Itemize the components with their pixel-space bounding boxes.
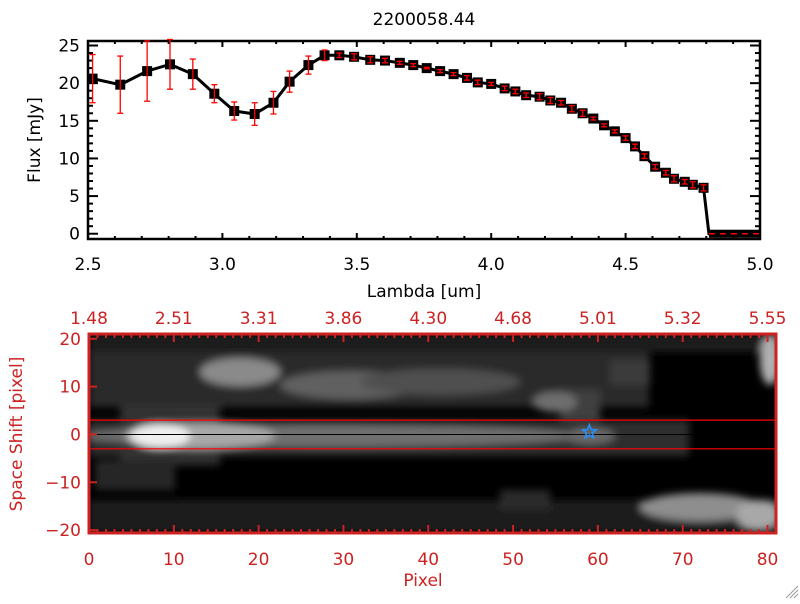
x-tick-label: 70 <box>672 550 694 570</box>
spectral-image-plot: 0 10 20 30 40 50 60 70 80 1.48 2.51 3.31 3.86 4.30 4.6… <box>45 309 786 570</box>
x-tick-label: 50 <box>502 550 524 570</box>
plot-frame <box>86 39 762 241</box>
y-tick-label: 10 <box>59 378 81 398</box>
image-y-axis-label: Space Shift [pixel] <box>7 357 27 512</box>
image-emission <box>89 334 776 533</box>
x-tick-label: 20 <box>248 550 270 570</box>
y-tick-label: 25 <box>58 37 80 57</box>
image-x-axis-label: Pixel <box>403 571 442 591</box>
top-wavelength-tick-label: 3.86 <box>325 309 363 329</box>
y-tick-label: 20 <box>59 330 81 350</box>
y-tick-label: −10 <box>45 473 81 493</box>
y-tick-label: −20 <box>45 521 81 541</box>
top-wavelength-tick-label: 4.30 <box>409 309 447 329</box>
y-tick-label: 20 <box>58 74 80 94</box>
top-wavelength-tick-label: 1.48 <box>70 309 108 329</box>
top-wavelength-tick-label: 5.32 <box>664 309 702 329</box>
x-tick-label: 4.5 <box>612 255 639 275</box>
x-tick-label: 80 <box>757 550 779 570</box>
x-tick-label: 0 <box>84 550 95 570</box>
top-wavelength-tick-label: 5.01 <box>579 309 617 329</box>
x-tick-label: 60 <box>587 550 609 570</box>
chart-title: 2200058.44 <box>373 10 476 30</box>
x-tick-label: 30 <box>333 550 355 570</box>
top-wavelength-tick-label: 2.51 <box>155 309 193 329</box>
x-tick-label: 2.5 <box>74 255 101 275</box>
x-tick-label: 40 <box>417 550 439 570</box>
top-wavelength-tick-label: 3.31 <box>240 309 278 329</box>
x-tick-label: 3.0 <box>209 255 236 275</box>
x-tick-label: 10 <box>163 550 185 570</box>
y-tick-label: 15 <box>58 112 80 132</box>
source-star-icon <box>580 422 599 440</box>
resize-grip-icon[interactable] <box>785 585 799 599</box>
y-tick-label: 10 <box>58 149 80 169</box>
x-tick-label: 3.5 <box>343 255 370 275</box>
y-axis-label: Flux [mJy] <box>25 97 45 183</box>
y-tick-label: 5 <box>69 187 80 207</box>
spectrum-plot: 2.5 3.0 3.5 4.0 4.5 5.0 0 5 10 15 20 25 <box>58 37 773 275</box>
y-tick-label: 0 <box>70 425 81 445</box>
y-tick-label: 0 <box>69 225 80 245</box>
x-tick-label: 4.0 <box>478 255 505 275</box>
x-axis-label: Lambda [um] <box>367 282 481 302</box>
x-tick-label: 5.0 <box>746 255 773 275</box>
top-wavelength-tick-label: 4.68 <box>494 309 532 329</box>
top-wavelength-tick-label: 5.55 <box>749 309 787 329</box>
